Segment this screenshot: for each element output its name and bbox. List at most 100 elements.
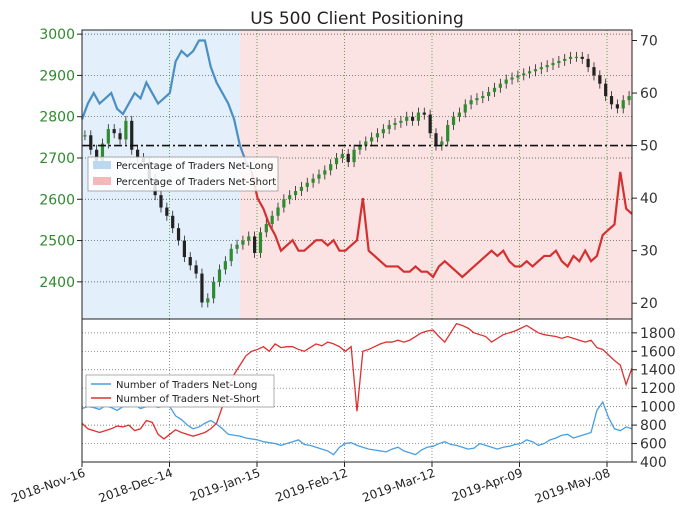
candle-body	[165, 207, 169, 216]
shade-band	[450, 30, 458, 319]
shade-band	[298, 30, 305, 319]
shade-band	[292, 30, 300, 319]
candle-body	[375, 133, 380, 138]
candle-body	[176, 228, 181, 241]
candle-body	[580, 56, 584, 59]
candle-body	[627, 96, 631, 101]
right-tick-label: 50	[640, 139, 658, 155]
candle-body	[217, 269, 222, 282]
candle-body	[528, 71, 532, 74]
candle-body	[135, 149, 140, 158]
candle-body	[334, 157, 339, 165]
candle-body	[247, 236, 251, 241]
legend-top-box	[87, 156, 279, 192]
shade-band	[345, 30, 352, 319]
series-net-short-percentage	[250, 171, 633, 279]
legend-bottom: Number of Traders Net-Long Number of Tra…	[85, 374, 275, 408]
legend-bottom-box	[85, 374, 275, 408]
shade-band	[555, 30, 563, 319]
left-tick-label: 2700	[39, 151, 75, 167]
shade-band	[614, 30, 621, 319]
shade-band	[532, 30, 539, 319]
candle-body	[469, 100, 473, 105]
right-tick-label: 1600	[640, 344, 676, 360]
shade-band	[544, 30, 551, 319]
right-tick-label: 600	[640, 437, 667, 453]
candle-body	[100, 143, 105, 163]
candle-body	[370, 137, 374, 142]
shade-band	[403, 30, 411, 319]
left-axis-ticks: 2400 2500 2600 2700 2800 2900 3000	[39, 27, 82, 291]
candle-body	[118, 133, 122, 140]
candle-body	[305, 182, 309, 187]
right-tick-label: 1800	[640, 326, 676, 342]
right-tick-label: 40	[640, 191, 658, 207]
candle-body	[609, 96, 614, 105]
candle-body	[323, 170, 327, 175]
candle-body	[428, 114, 432, 134]
right-axis-ticks-bottom: 400 600 800 1000 1200 1400 1600 1800	[632, 326, 676, 471]
shade-band	[474, 30, 481, 319]
candle-body	[253, 236, 257, 253]
candle-body	[200, 273, 204, 303]
left-tick-label: 2500	[39, 234, 75, 250]
shade-band	[485, 30, 493, 319]
shade-band	[514, 30, 522, 319]
shade-band	[82, 30, 89, 319]
candle-body	[504, 79, 508, 84]
left-tick-label: 3000	[39, 27, 75, 43]
candle-body	[522, 73, 526, 76]
candle-body	[106, 129, 110, 144]
candle-body	[299, 186, 304, 192]
candle-body	[223, 261, 227, 270]
shade-band	[415, 30, 422, 319]
candle-body	[621, 100, 625, 109]
candle-body	[212, 281, 216, 299]
right-tick-label: 800	[640, 418, 667, 434]
candle-body	[206, 298, 210, 303]
candle-body	[457, 112, 461, 117]
shade-band	[368, 30, 376, 319]
legend-label-number-net-short: Number of Traders Net-Short	[116, 394, 260, 405]
candle-body	[194, 265, 198, 274]
candle-body	[241, 240, 245, 245]
shade-band	[468, 30, 475, 319]
shade-band	[409, 30, 417, 319]
candle-body	[364, 141, 368, 146]
candle-body	[545, 65, 549, 68]
candle-body	[422, 112, 426, 115]
candle-body	[592, 67, 596, 76]
candle-body	[405, 116, 409, 121]
x-tick-label: 2018-Dec-14	[97, 466, 175, 506]
shade-band	[585, 30, 592, 319]
shade-band	[433, 30, 440, 319]
candle-body	[159, 195, 163, 208]
right-tick-label: 400	[640, 455, 667, 471]
shade-band	[333, 30, 341, 319]
candle-body	[329, 164, 333, 171]
candle-body	[574, 56, 579, 59]
candle-body	[516, 75, 520, 78]
right-tick-label: 1400	[640, 363, 676, 379]
shade-band	[421, 30, 428, 319]
x-tick-label: 2019-Apr-09	[450, 466, 525, 505]
shade-band	[380, 30, 387, 319]
right-tick-label: 30	[640, 244, 658, 260]
shade-band	[362, 30, 370, 319]
candle-body	[83, 135, 87, 137]
shade-band	[456, 30, 463, 319]
shade-band	[462, 30, 469, 319]
right-tick-label: 70	[640, 34, 658, 50]
shade-band	[626, 30, 633, 319]
shade-band	[304, 30, 311, 319]
left-tick-label: 2800	[39, 110, 75, 126]
candle-body	[539, 67, 543, 70]
candle-body	[604, 83, 608, 97]
right-tick-label: 1200	[640, 381, 676, 397]
candle-body	[416, 112, 421, 121]
shade-band	[392, 30, 399, 319]
candle-body	[481, 96, 485, 99]
candle-body	[598, 75, 602, 84]
candle-body	[352, 149, 356, 163]
legend-swatch-net-short	[93, 177, 111, 185]
